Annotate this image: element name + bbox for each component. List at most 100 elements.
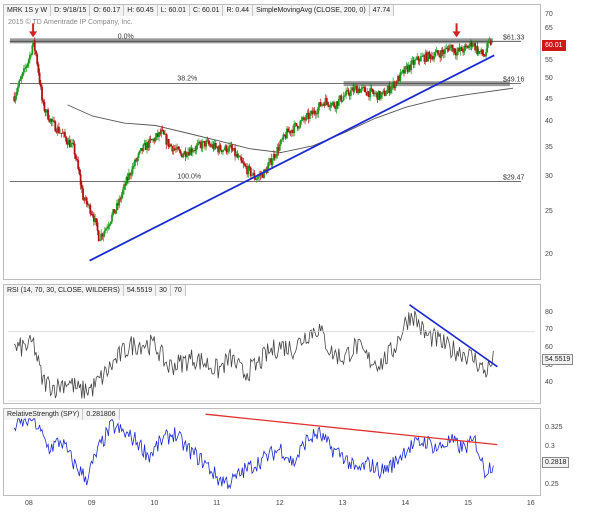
rsi-value: 54.5519 bbox=[123, 285, 157, 296]
candle-body bbox=[171, 146, 174, 152]
candle-body bbox=[349, 90, 352, 96]
x-tick-label: 11 bbox=[213, 500, 221, 507]
candle-body bbox=[298, 127, 300, 129]
candle-body bbox=[216, 146, 218, 148]
candle-body bbox=[345, 90, 347, 96]
price-tick-label: 20 bbox=[545, 250, 553, 258]
candle-body bbox=[384, 93, 387, 96]
x-tick-label: 15 bbox=[464, 500, 472, 507]
candle-body bbox=[140, 148, 142, 151]
candle-body bbox=[60, 132, 63, 134]
candle-body bbox=[167, 138, 170, 147]
candle-body bbox=[121, 189, 124, 195]
candle-body bbox=[422, 55, 425, 57]
candle-body bbox=[36, 54, 39, 65]
candle-body bbox=[270, 158, 273, 165]
candle-body bbox=[89, 204, 92, 214]
candle-body bbox=[144, 142, 147, 150]
candle-body bbox=[31, 45, 34, 55]
candle-body bbox=[93, 215, 95, 222]
price-tick-label: 45 bbox=[545, 95, 553, 103]
candle-body bbox=[86, 204, 89, 206]
candle-body bbox=[120, 194, 123, 200]
candle-body bbox=[59, 132, 62, 134]
candle-body bbox=[381, 92, 384, 95]
rs-label[interactable]: RelativeStrength (SPY) bbox=[4, 409, 84, 420]
candle-body bbox=[441, 50, 444, 53]
candle-body bbox=[147, 142, 150, 148]
rsi-label[interactable]: RSI (14, 70, 30, CLOSE, WILDERS) bbox=[4, 285, 124, 296]
candle-body bbox=[62, 132, 65, 134]
candle-body bbox=[99, 240, 101, 242]
candle-body bbox=[196, 143, 199, 146]
fib-label-2: 100.0% bbox=[177, 174, 201, 181]
candle-body bbox=[419, 56, 422, 62]
candle-body bbox=[235, 153, 238, 157]
candle-body bbox=[474, 43, 477, 51]
candle-body bbox=[184, 151, 187, 157]
candle-body bbox=[394, 81, 397, 89]
candle-body bbox=[363, 86, 366, 88]
candle-body bbox=[15, 91, 18, 96]
candle-body bbox=[16, 86, 19, 92]
candle-body bbox=[211, 144, 214, 147]
candle-body bbox=[322, 103, 325, 105]
price-header: MRK 1S y W D: 9/18/15 O: 60.17 H: 60.45 … bbox=[4, 5, 395, 16]
sma-label[interactable]: SimpleMovingAvg (CLOSE, 200, 0) bbox=[253, 5, 370, 16]
candle-body bbox=[377, 90, 380, 100]
sma-value: 47.74 bbox=[369, 5, 395, 16]
candle-body bbox=[452, 48, 455, 52]
candle-body bbox=[354, 85, 357, 88]
price-tick-label: 65 bbox=[545, 25, 553, 33]
candle-body bbox=[149, 138, 152, 140]
candle-body bbox=[314, 113, 317, 115]
candle-body bbox=[66, 141, 69, 145]
candle-body bbox=[213, 142, 216, 149]
candle-body bbox=[123, 184, 125, 190]
candle-body bbox=[312, 110, 315, 115]
candle-body bbox=[475, 46, 478, 51]
candle-body bbox=[25, 66, 28, 68]
candle-body bbox=[129, 173, 131, 176]
candle-body bbox=[241, 160, 244, 163]
candle-body bbox=[106, 227, 109, 229]
candle-body bbox=[286, 128, 288, 139]
candle-body bbox=[483, 55, 486, 57]
candle-body bbox=[405, 65, 408, 67]
candle-body bbox=[205, 140, 208, 147]
candle-body bbox=[173, 148, 176, 150]
symbol-label[interactable]: MRK 1S y W bbox=[4, 5, 52, 16]
candle-body bbox=[284, 135, 287, 139]
candle-body bbox=[417, 56, 420, 61]
candle-body bbox=[37, 64, 40, 73]
candle-body bbox=[48, 119, 51, 122]
candle-body bbox=[53, 120, 55, 122]
candle-body bbox=[251, 174, 253, 177]
candle-body bbox=[465, 46, 468, 47]
candle-body bbox=[226, 151, 229, 153]
candle-body bbox=[51, 120, 54, 122]
rsi-tick-label: 50 bbox=[545, 361, 553, 369]
candle-body bbox=[489, 40, 492, 45]
candle-body bbox=[136, 157, 139, 162]
rsi-panel[interactable]: RSI (14, 70, 30, CLOSE, WILDERS) 54.5519… bbox=[3, 284, 541, 404]
candle-body bbox=[35, 50, 37, 55]
fib-label-0: 0.0% bbox=[118, 33, 134, 40]
x-tick-label: 16 bbox=[526, 500, 535, 507]
candle-body bbox=[254, 178, 257, 180]
candle-body bbox=[237, 156, 240, 158]
candle-body bbox=[130, 173, 133, 176]
candle-body bbox=[418, 60, 421, 62]
price-tick-label: 25 bbox=[545, 208, 553, 216]
candle-body bbox=[488, 40, 491, 42]
candle-body bbox=[369, 88, 372, 98]
candle-body bbox=[442, 52, 445, 54]
price-panel[interactable]: MRK 1S y W D: 9/18/15 O: 60.17 H: 60.45 … bbox=[3, 4, 541, 280]
candle-body bbox=[413, 59, 416, 65]
rsi-tick-label: 80 bbox=[545, 308, 553, 316]
candle-body bbox=[148, 138, 151, 148]
candle-body bbox=[191, 151, 194, 153]
candle-body bbox=[360, 87, 363, 90]
x-tick-label: 08 bbox=[24, 500, 33, 507]
